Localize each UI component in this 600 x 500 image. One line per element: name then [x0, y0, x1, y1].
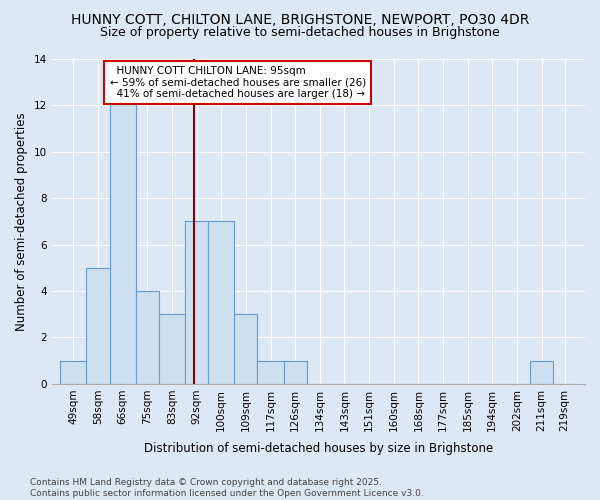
Bar — [284, 360, 307, 384]
Bar — [234, 314, 257, 384]
Text: Size of property relative to semi-detached houses in Brighstone: Size of property relative to semi-detach… — [100, 26, 500, 39]
Y-axis label: Number of semi-detached properties: Number of semi-detached properties — [15, 112, 28, 331]
Bar — [136, 291, 159, 384]
Bar — [257, 360, 284, 384]
X-axis label: Distribution of semi-detached houses by size in Brighstone: Distribution of semi-detached houses by … — [144, 442, 493, 455]
Text: Contains HM Land Registry data © Crown copyright and database right 2025.
Contai: Contains HM Land Registry data © Crown c… — [30, 478, 424, 498]
Bar — [159, 314, 185, 384]
Bar — [530, 360, 553, 384]
Text: HUNNY COTT CHILTON LANE: 95sqm
← 59% of semi-detached houses are smaller (26)
  : HUNNY COTT CHILTON LANE: 95sqm ← 59% of … — [110, 66, 366, 99]
Text: HUNNY COTT, CHILTON LANE, BRIGHSTONE, NEWPORT, PO30 4DR: HUNNY COTT, CHILTON LANE, BRIGHSTONE, NE… — [71, 12, 529, 26]
Bar — [61, 360, 86, 384]
Bar — [185, 222, 208, 384]
Bar — [208, 222, 234, 384]
Bar — [86, 268, 110, 384]
Bar — [110, 82, 136, 384]
